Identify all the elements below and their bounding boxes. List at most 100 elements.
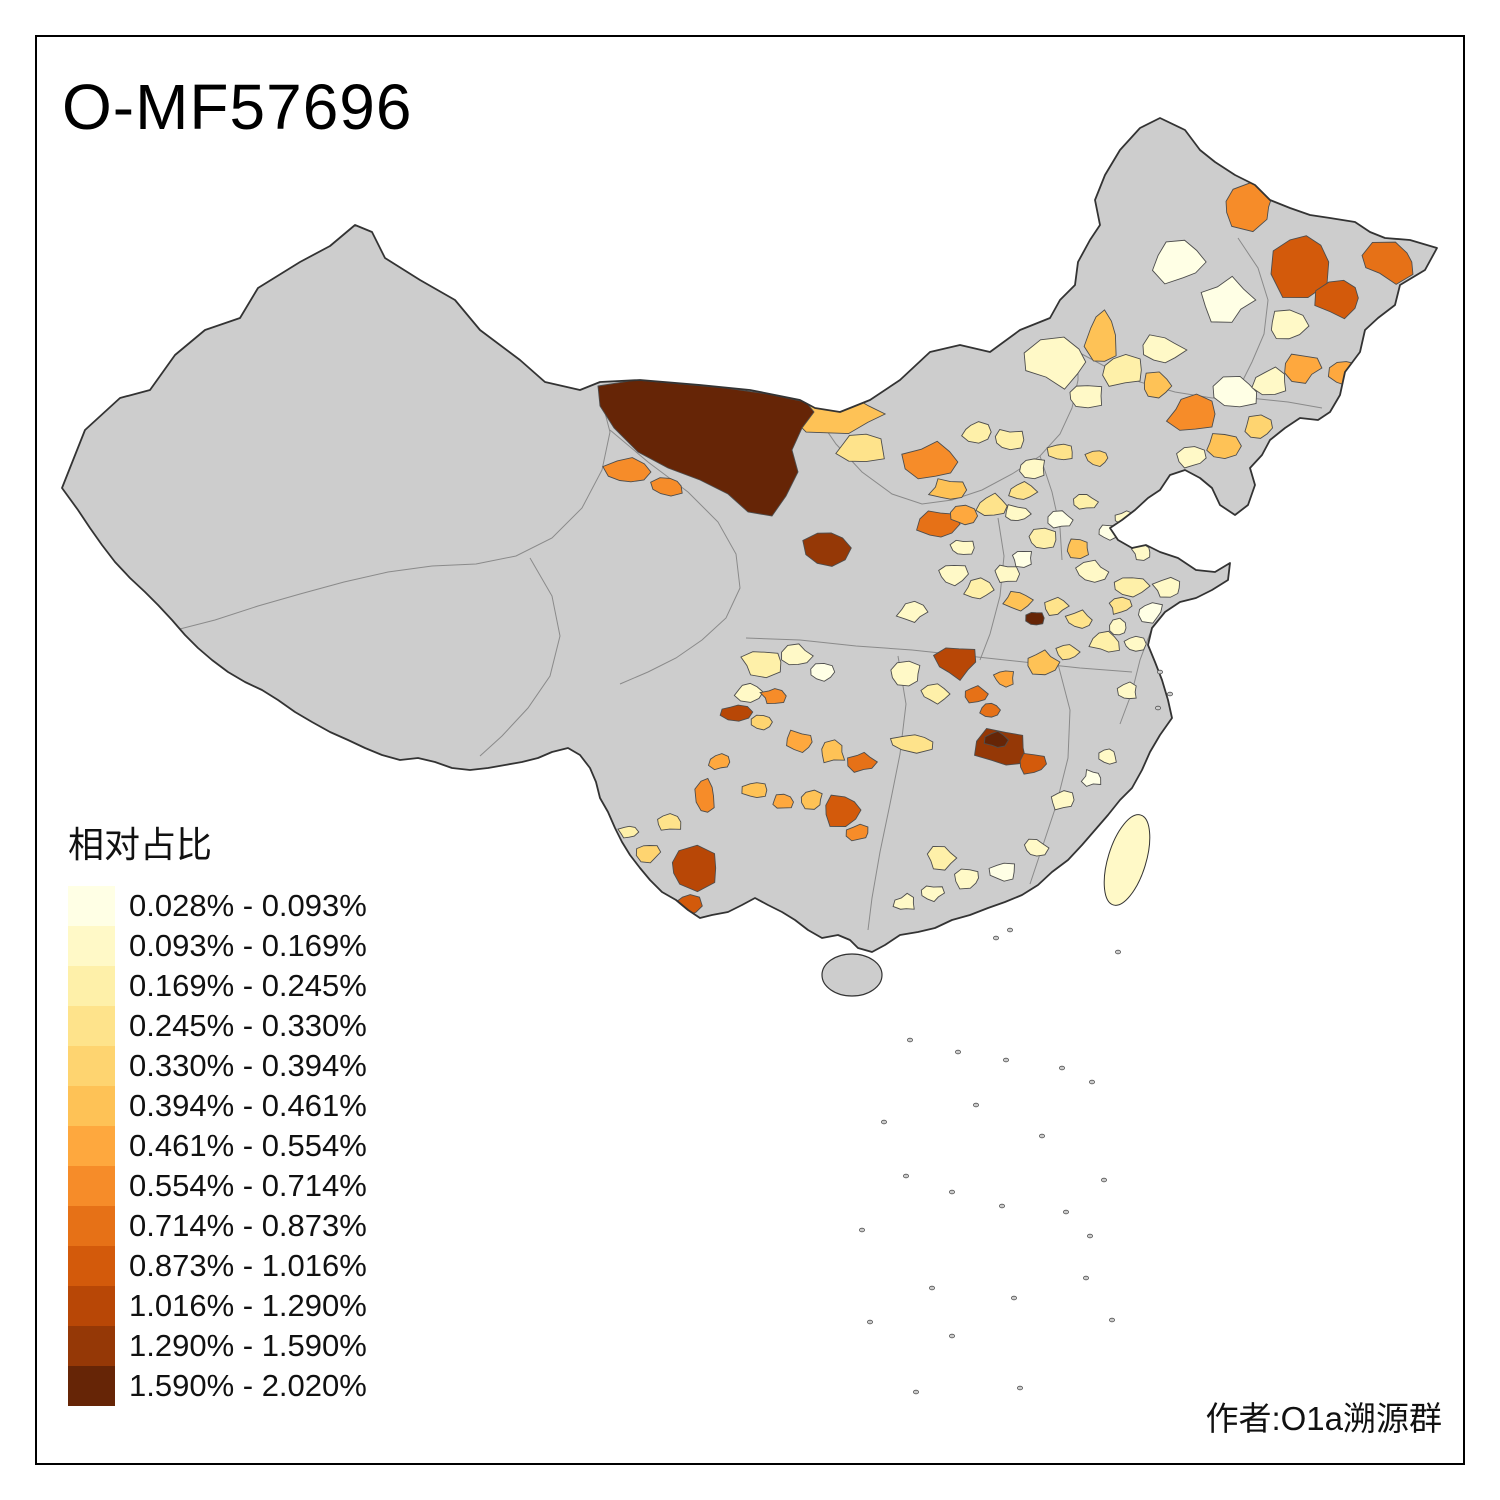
map-region [1109, 617, 1127, 636]
map-region [1151, 239, 1207, 285]
map-region [1361, 241, 1414, 285]
map-region [650, 477, 683, 497]
map-region [992, 670, 1015, 688]
sea-islet [1063, 1209, 1070, 1215]
legend-row: 0.554% - 0.714% [68, 1166, 367, 1206]
map-region [1108, 596, 1133, 615]
sea-islet [949, 1189, 956, 1195]
sea-islet [913, 1389, 920, 1395]
map-region [786, 729, 813, 754]
map-region [1143, 371, 1173, 399]
taiwan-island [1103, 814, 1151, 906]
map-region [1251, 366, 1287, 396]
sea-islet [955, 1049, 962, 1055]
sea-islet [1109, 1317, 1116, 1323]
map-region [979, 702, 1001, 718]
sea-islet [973, 1102, 980, 1108]
map-region [1027, 649, 1061, 676]
sea-islet [907, 1037, 914, 1043]
map-region [821, 739, 846, 764]
map-region [1098, 748, 1117, 765]
map-region [1138, 602, 1163, 624]
legend-row: 0.714% - 0.873% [68, 1206, 367, 1246]
legend-row: 0.028% - 0.093% [68, 886, 367, 926]
map-region [1002, 590, 1035, 612]
legend-swatch [68, 1326, 115, 1366]
sea-islet [1007, 927, 1014, 933]
map-region [1025, 612, 1045, 626]
legend-label: 0.093% - 0.169% [129, 928, 367, 963]
map-region [1044, 596, 1070, 616]
map-region [1028, 527, 1057, 550]
legend-swatch [68, 1046, 115, 1086]
map-region [1314, 279, 1359, 320]
map-region [988, 862, 1015, 882]
map-region [954, 868, 979, 890]
legend-swatch [68, 926, 115, 966]
map-region [825, 794, 862, 827]
sea-islet [1083, 1275, 1090, 1281]
map-region [1023, 838, 1050, 857]
map-region [892, 892, 915, 910]
sea-islet [949, 1333, 956, 1339]
map-region [1019, 752, 1047, 775]
map-region [671, 844, 717, 893]
legend-rows: 0.028% - 0.093% 0.093% - 0.169% 0.169% - 0… [68, 886, 367, 1406]
map-region [707, 753, 731, 771]
legend-label: 0.714% - 0.873% [129, 1208, 367, 1243]
sea-islet [1167, 691, 1174, 697]
map-region [1113, 577, 1151, 598]
map-region [719, 704, 754, 722]
map-region [741, 782, 768, 799]
map-region [1023, 336, 1087, 390]
legend-row: 0.461% - 0.554% [68, 1126, 367, 1166]
legend-row: 0.330% - 0.394% [68, 1046, 367, 1086]
map-region [927, 478, 968, 500]
map-region [835, 433, 885, 463]
legend-label: 1.016% - 1.290% [129, 1288, 367, 1323]
province-borders [163, 237, 1323, 931]
map-region [1050, 790, 1075, 811]
attribution-text: 作者:O1a溯源群 [1205, 1400, 1442, 1437]
legend-label: 0.873% - 1.016% [129, 1248, 367, 1283]
legend-row: 1.016% - 1.290% [68, 1286, 367, 1326]
map-region [963, 577, 995, 600]
sea-islet [1011, 1295, 1018, 1301]
map-region [1116, 681, 1137, 700]
legend-swatch [68, 1166, 115, 1206]
map-region [845, 823, 869, 842]
map-region [1084, 450, 1109, 468]
map-region [1047, 510, 1074, 529]
map-region [975, 492, 1008, 516]
legend-swatch [68, 966, 115, 1006]
map-region [1075, 559, 1110, 583]
map-region [1055, 644, 1081, 661]
legend-label: 0.330% - 0.394% [129, 1048, 367, 1083]
map-region [1200, 275, 1257, 323]
sea-islet [1087, 1233, 1094, 1239]
sea-islet [1039, 1133, 1046, 1139]
map-region [961, 421, 992, 444]
legend-row: 0.093% - 0.169% [68, 926, 367, 966]
sea-islet [867, 1319, 874, 1325]
legend-swatch [68, 1126, 115, 1166]
map-region [1151, 576, 1181, 598]
map-region [602, 457, 652, 483]
map-region [890, 660, 921, 687]
sea-islet [1101, 1177, 1108, 1183]
map-region [994, 564, 1021, 583]
map-region [781, 643, 814, 666]
map-region [802, 532, 852, 567]
sea-islet [999, 1203, 1006, 1209]
map-region [635, 845, 662, 864]
legend: 相对占比 0.028% - 0.093% 0.093% - 0.169% 0.169… [68, 816, 367, 1406]
legend-swatch [68, 1246, 115, 1286]
legend-label: 0.169% - 0.245% [129, 968, 367, 1003]
legend-label: 0.554% - 0.714% [129, 1168, 367, 1203]
map-region [1008, 481, 1039, 500]
legend-swatch [68, 1366, 115, 1406]
sea-islet [1155, 705, 1162, 711]
map-region [1284, 353, 1323, 384]
map-region [1123, 635, 1147, 652]
map-region [938, 564, 969, 587]
